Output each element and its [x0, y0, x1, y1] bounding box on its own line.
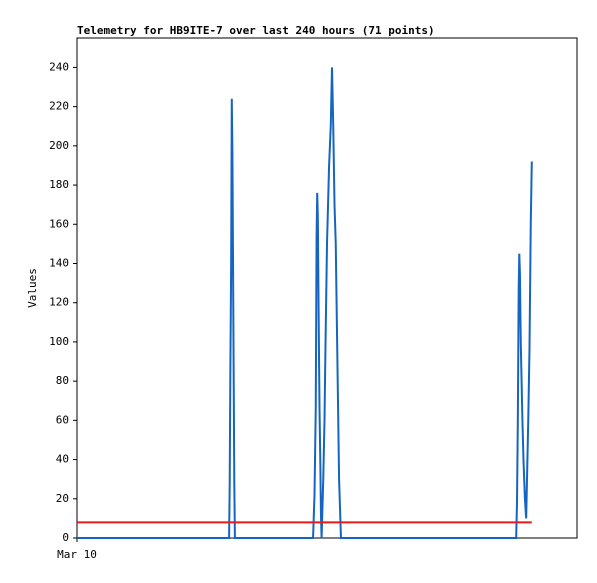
y-tick-label: 100: [49, 335, 69, 348]
y-tick-label: 60: [56, 413, 69, 426]
y-tick-label: 80: [56, 374, 69, 387]
y-tick-label: 140: [49, 256, 69, 269]
y-tick-label: 220: [49, 100, 69, 113]
y-tick-label: 240: [49, 60, 69, 73]
y-tick-label: 160: [49, 217, 69, 230]
data-line: [77, 67, 533, 539]
y-tick-label: 200: [49, 139, 69, 152]
y-axis-label: Values: [26, 268, 39, 308]
y-tick-label: 0: [62, 531, 69, 544]
x-tick-label: Mar 10: [57, 548, 97, 561]
plot-frame: [76, 37, 578, 539]
chart-title: Telemetry for HB9ITE-7 over last 240 hou…: [77, 24, 435, 37]
y-tick-label: 120: [49, 296, 69, 309]
y-tick-label: 40: [56, 453, 69, 466]
y-tick-label: 180: [49, 178, 69, 191]
y-tick-label: 20: [56, 492, 69, 505]
